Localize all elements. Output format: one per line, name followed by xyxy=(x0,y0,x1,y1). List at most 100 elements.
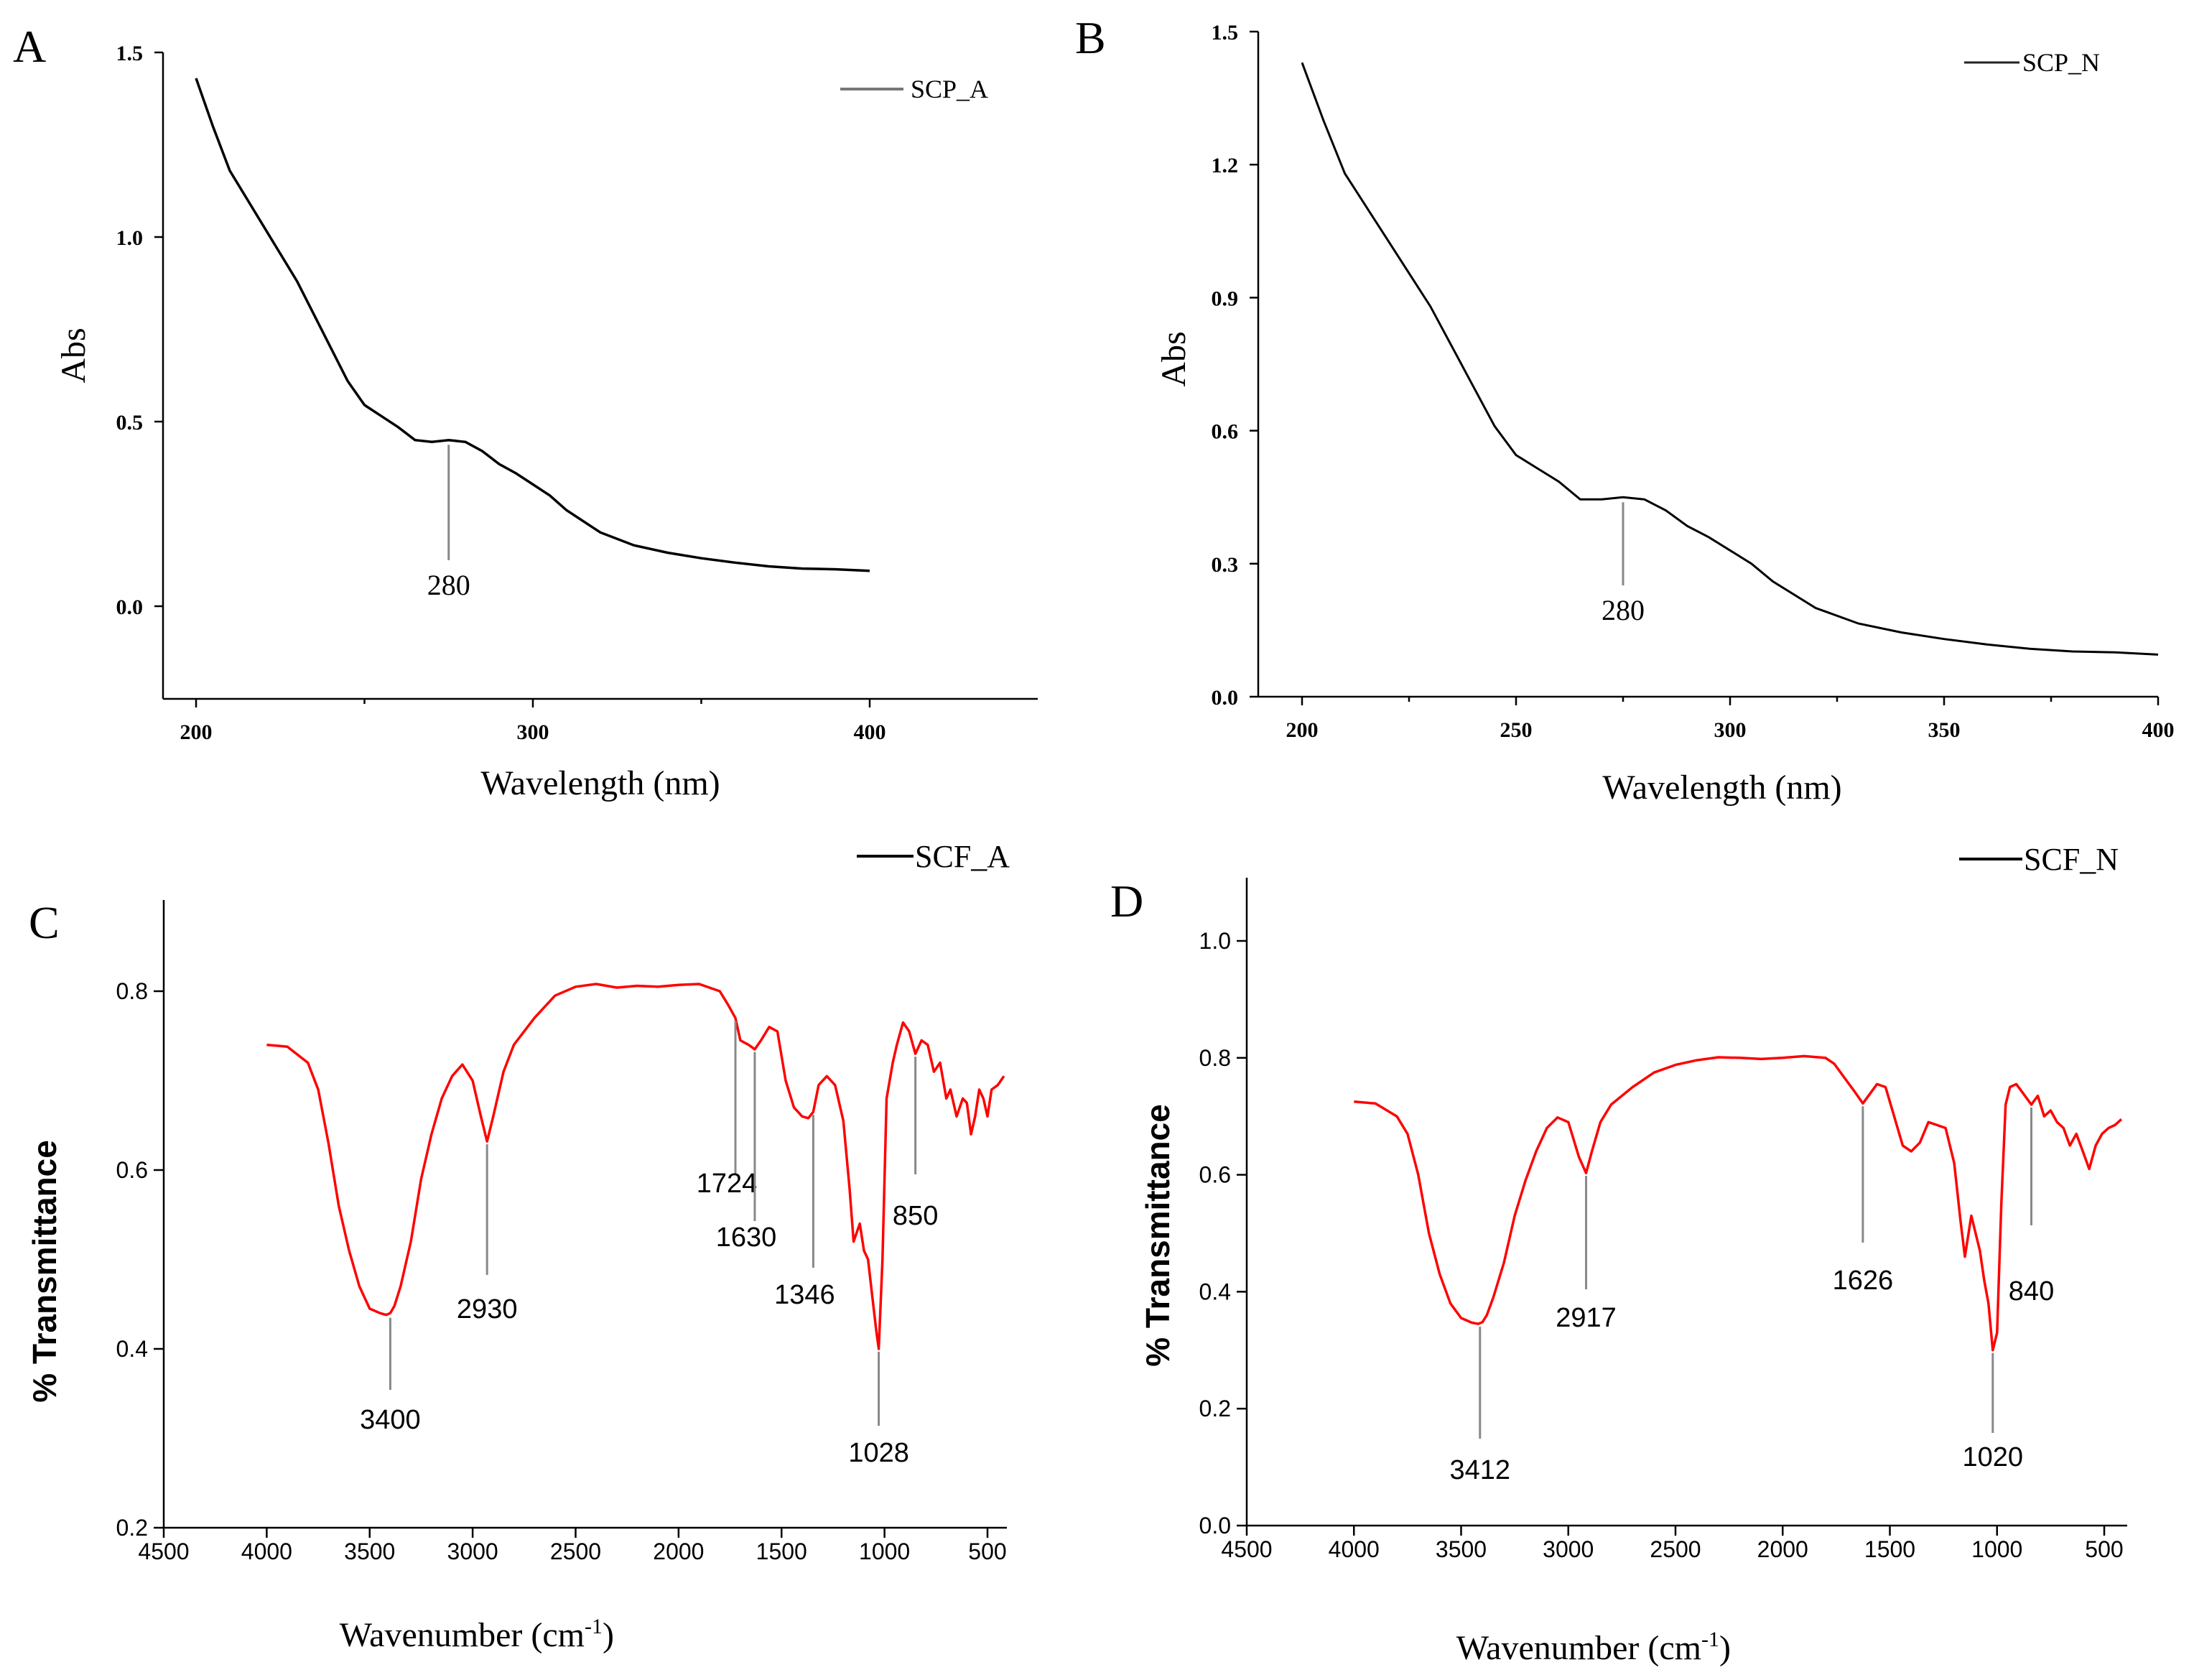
c-x-tick-label: 1000 xyxy=(859,1539,910,1564)
c-x-axis-title: Wavenumber (cm-1) xyxy=(340,1615,614,1654)
a-series-line xyxy=(195,78,870,572)
b-x-tick-label: 400 xyxy=(2142,718,2175,742)
d-annotation-label: 840 xyxy=(2009,1276,2054,1307)
c-annotation-label: 2930 xyxy=(457,1294,518,1324)
panel-letter-d: D xyxy=(1110,876,1143,927)
c-x-axis-title-sup: -1 xyxy=(585,1615,603,1638)
c-annotations: 3400 2930 1724 1630 1346 1028 850 xyxy=(360,1021,938,1468)
d-x-tick-label: 3000 xyxy=(1543,1536,1594,1562)
d-y-tick-label: 1.0 xyxy=(1199,928,1231,954)
d-y-axis-title: % Transmittance xyxy=(1139,1104,1176,1367)
b-series-line xyxy=(1301,62,2159,656)
c-y-axis-title: % Transmittance xyxy=(26,1140,63,1403)
b-x-ticks: 200 250 300 350 400 xyxy=(1286,697,2175,742)
d-annotation-label: 1020 xyxy=(1963,1442,2024,1472)
d-y-tick-label: 0.8 xyxy=(1199,1045,1231,1071)
d-x-tick-label: 3500 xyxy=(1436,1536,1487,1562)
a-y-tick-label: 0.0 xyxy=(116,595,144,619)
panel-letter-a: A xyxy=(13,21,46,72)
c-annotation-label: 1346 xyxy=(774,1280,835,1310)
c-x-axis-title-main: Wavenumber (cm xyxy=(340,1616,585,1654)
c-legend-label: SCF_A xyxy=(915,839,1010,874)
c-x-tick-label: 2500 xyxy=(550,1539,601,1564)
d-x-tick-label: 2000 xyxy=(1757,1536,1808,1562)
b-legend-label: SCP_N xyxy=(2022,48,2100,77)
d-x-tick-label: 4000 xyxy=(1329,1536,1380,1562)
d-annotations: 3412 2917 1626 1020 840 xyxy=(1449,1106,2054,1485)
c-annotation-label: 1028 xyxy=(848,1438,909,1468)
c-series-line xyxy=(266,983,1005,1350)
d-x-axis-title-end: ) xyxy=(1719,1629,1731,1667)
c-x-tick-label: 3000 xyxy=(447,1539,498,1564)
a-x-tick-label: 200 xyxy=(180,720,213,744)
d-annotation-label: 1626 xyxy=(1833,1266,1894,1296)
b-x-tick-label: 200 xyxy=(1286,718,1319,742)
a-y-tick-label: 1.5 xyxy=(116,42,144,65)
c-x-tick-label: 4000 xyxy=(241,1539,292,1564)
d-x-ticks: 4500 4000 3500 3000 2500 2000 1500 1000 500 xyxy=(1221,1526,2124,1562)
c-y-ticks: 0.2 0.4 0.6 0.8 xyxy=(116,978,164,1541)
b-y-ticks: 0.0 0.3 0.6 0.9 1.2 1.5 xyxy=(1212,21,1258,710)
b-y-tick-label: 0.0 xyxy=(1212,686,1239,710)
panel-a: A 0.0 0.5 1.0 1.5 200 300 400 280 SCP_A Wavel… xyxy=(13,21,1038,802)
c-x-tick-label: 2000 xyxy=(653,1539,704,1564)
b-x-tick-label: 300 xyxy=(1714,718,1747,742)
a-annotation-label: 280 xyxy=(427,569,470,601)
panel-letter-c: C xyxy=(29,897,60,948)
d-y-tick-label: 0.2 xyxy=(1199,1396,1231,1421)
a-x-tick-label: 400 xyxy=(854,720,886,744)
b-y-tick-label: 0.3 xyxy=(1212,553,1239,577)
a-y-tick-label: 0.5 xyxy=(116,411,144,435)
d-x-axis-title: Wavenumber (cm-1) xyxy=(1456,1628,1731,1667)
c-annotation-label: 850 xyxy=(893,1201,938,1231)
panel-c: C 0.2 0.4 0.6 0.8 4500 4000 3500 3000 2500 2000 1… xyxy=(26,839,1010,1654)
d-annotation-label: 2917 xyxy=(1556,1303,1617,1333)
c-annotation-label: 1630 xyxy=(716,1222,777,1253)
panel-b: B 0.0 0.3 0.6 0.9 1.2 1.5 200 250 300 350 400 280… xyxy=(1075,12,2175,807)
a-x-axis-title: Wavelength (nm) xyxy=(480,764,720,802)
c-x-tick-label: 3500 xyxy=(344,1539,395,1564)
c-x-tick-label: 1500 xyxy=(756,1539,807,1564)
b-y-tick-label: 1.5 xyxy=(1212,21,1239,45)
c-y-tick-label: 0.2 xyxy=(116,1515,148,1541)
c-y-tick-label: 0.6 xyxy=(116,1157,148,1183)
c-y-tick-label: 0.8 xyxy=(116,978,148,1004)
c-x-axis-title-end: ) xyxy=(603,1616,614,1654)
c-annotation-label: 1724 xyxy=(697,1169,758,1199)
d-x-tick-label: 2500 xyxy=(1650,1536,1701,1562)
b-y-tick-label: 0.9 xyxy=(1212,287,1239,310)
d-x-tick-label: 1500 xyxy=(1864,1536,1915,1562)
b-x-tick-label: 350 xyxy=(1928,718,1961,742)
d-x-tick-label: 1000 xyxy=(1971,1536,2022,1562)
b-y-tick-label: 1.2 xyxy=(1212,154,1239,177)
d-series-line xyxy=(1354,1054,2123,1352)
d-x-tick-label: 4500 xyxy=(1221,1536,1272,1562)
c-annotation-label: 3400 xyxy=(360,1405,421,1435)
c-y-tick-label: 0.4 xyxy=(116,1336,148,1362)
a-x-ticks: 200 300 400 xyxy=(180,699,886,744)
d-annotation-label: 3412 xyxy=(1449,1455,1510,1485)
b-annotations: 280 xyxy=(1602,502,1645,626)
a-annotations: 280 xyxy=(427,445,470,601)
a-y-tick-label: 1.0 xyxy=(116,226,144,250)
a-legend-label: SCP_A xyxy=(911,75,988,103)
d-y-tick-label: 0.4 xyxy=(1199,1278,1231,1304)
a-y-axis-title: Abs xyxy=(55,328,93,383)
c-x-ticks: 4500 4000 3500 3000 2500 2000 1500 1000 500 xyxy=(138,1528,1007,1564)
d-y-ticks: 0.0 0.2 0.4 0.6 0.8 1.0 xyxy=(1199,928,1247,1539)
c-x-tick-label: 4500 xyxy=(138,1539,189,1564)
b-x-axis-title: Wavelength (nm) xyxy=(1602,769,1841,807)
panel-d: D 0.0 0.2 0.4 0.6 0.8 1.0 4500 4000 3500 3000 250… xyxy=(1110,842,2127,1667)
d-y-tick-label: 0.6 xyxy=(1199,1162,1231,1188)
panel-letter-b: B xyxy=(1075,12,1106,63)
a-x-tick-label: 300 xyxy=(517,720,549,744)
d-x-tick-label: 500 xyxy=(2085,1536,2123,1562)
d-y-tick-label: 0.0 xyxy=(1199,1513,1231,1539)
b-y-tick-label: 0.6 xyxy=(1212,420,1239,444)
b-annotation-label: 280 xyxy=(1602,594,1645,626)
d-x-axis-title-sup: -1 xyxy=(1701,1628,1719,1651)
a-y-ticks: 0.0 0.5 1.0 1.5 xyxy=(116,42,163,619)
d-x-axis-title-main: Wavenumber (cm xyxy=(1456,1629,1701,1667)
b-x-tick-label: 250 xyxy=(1500,718,1533,742)
